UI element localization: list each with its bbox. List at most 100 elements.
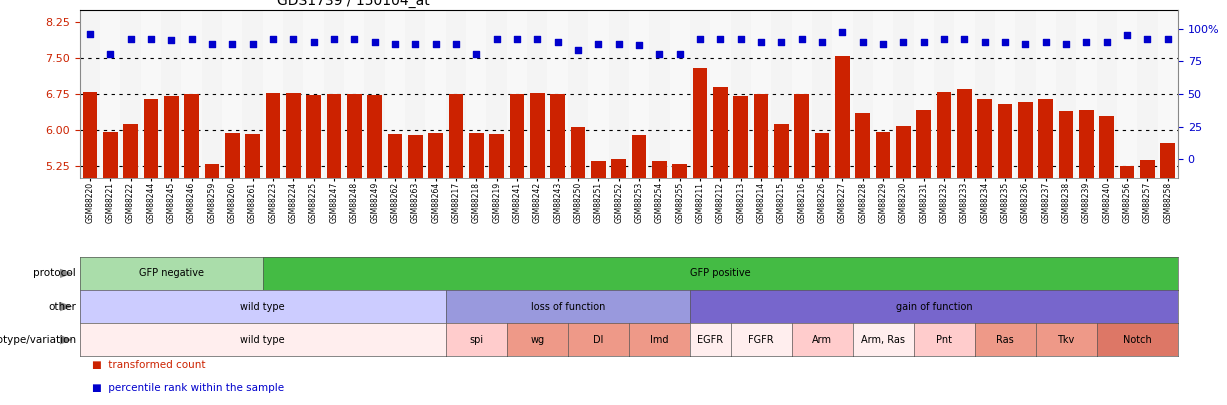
Bar <box>184 94 199 405</box>
Bar <box>303 10 324 178</box>
Bar <box>872 10 893 178</box>
Bar <box>530 94 545 405</box>
Bar <box>1161 143 1175 405</box>
Bar <box>1137 10 1157 178</box>
Bar <box>693 68 707 405</box>
Bar <box>1097 10 1117 178</box>
Point <box>263 35 282 42</box>
Bar <box>1140 160 1155 405</box>
Bar <box>978 99 993 405</box>
Point <box>364 39 384 45</box>
Bar <box>144 99 158 405</box>
Bar <box>611 159 626 405</box>
Point <box>934 35 953 42</box>
Bar <box>710 10 730 178</box>
Point <box>547 39 567 45</box>
Bar <box>772 10 791 178</box>
Point <box>243 40 263 47</box>
Bar <box>1018 102 1033 405</box>
Point <box>812 39 832 45</box>
Bar <box>670 10 690 178</box>
Text: wild type: wild type <box>240 335 285 345</box>
Bar <box>344 10 364 178</box>
Point <box>568 47 588 53</box>
Point <box>1056 40 1076 47</box>
Point <box>853 39 872 45</box>
Bar <box>141 10 161 178</box>
Bar <box>205 164 220 405</box>
Point <box>609 40 628 47</box>
Bar <box>734 96 748 405</box>
Bar <box>893 10 914 178</box>
Bar <box>225 133 239 405</box>
Bar <box>82 92 97 405</box>
Bar <box>934 10 955 178</box>
Bar <box>265 94 280 405</box>
Polygon shape <box>60 302 72 311</box>
Bar <box>445 10 466 178</box>
Text: wg: wg <box>530 335 545 345</box>
Bar <box>774 124 789 405</box>
Bar <box>955 10 974 178</box>
Bar <box>652 161 666 405</box>
Bar <box>326 94 341 405</box>
Point <box>791 35 811 42</box>
Point <box>141 35 161 42</box>
Bar <box>936 92 951 405</box>
Polygon shape <box>60 269 72 278</box>
Bar <box>1120 166 1135 405</box>
Bar <box>469 133 483 405</box>
Bar <box>324 10 344 178</box>
Point <box>955 35 974 42</box>
Point <box>629 42 649 49</box>
Polygon shape <box>60 335 72 344</box>
Point <box>649 51 669 57</box>
Point <box>202 40 222 47</box>
Bar <box>914 10 934 178</box>
Point <box>710 35 730 42</box>
Text: GFP negative: GFP negative <box>139 269 204 278</box>
Bar <box>1076 10 1097 178</box>
Bar <box>490 134 504 405</box>
Bar <box>466 10 486 178</box>
Point <box>385 40 405 47</box>
Bar <box>998 104 1012 405</box>
Text: EGFR: EGFR <box>697 335 723 345</box>
Bar <box>974 10 995 178</box>
Text: Imd: Imd <box>650 335 669 345</box>
Bar <box>551 94 564 405</box>
Point <box>975 39 995 45</box>
Bar <box>628 10 649 178</box>
Point <box>1036 39 1055 45</box>
Bar <box>794 94 809 405</box>
Point <box>426 40 445 47</box>
Text: other: other <box>48 302 76 311</box>
Text: FGFR: FGFR <box>748 335 774 345</box>
Bar <box>307 95 321 405</box>
Bar <box>609 10 628 178</box>
Bar <box>1036 10 1056 178</box>
Bar <box>364 10 385 178</box>
Text: Arm: Arm <box>812 335 832 345</box>
Text: spi: spi <box>469 335 483 345</box>
Point <box>751 39 771 45</box>
Text: ■  percentile rank within the sample: ■ percentile rank within the sample <box>92 383 285 393</box>
Text: Notch: Notch <box>1123 335 1152 345</box>
Point <box>345 35 364 42</box>
Bar <box>283 10 303 178</box>
Point <box>1076 39 1096 45</box>
Bar <box>855 113 870 405</box>
Bar <box>730 10 751 178</box>
Bar <box>672 164 687 405</box>
Bar <box>286 94 301 405</box>
Bar <box>995 10 1015 178</box>
Point <box>528 35 547 42</box>
Bar <box>409 135 422 405</box>
Bar <box>222 10 243 178</box>
Text: protocol: protocol <box>33 269 76 278</box>
Point <box>772 39 791 45</box>
Point <box>874 40 893 47</box>
Text: ■  transformed count: ■ transformed count <box>92 360 206 371</box>
Bar <box>1059 111 1074 405</box>
Text: GFP positive: GFP positive <box>690 269 751 278</box>
